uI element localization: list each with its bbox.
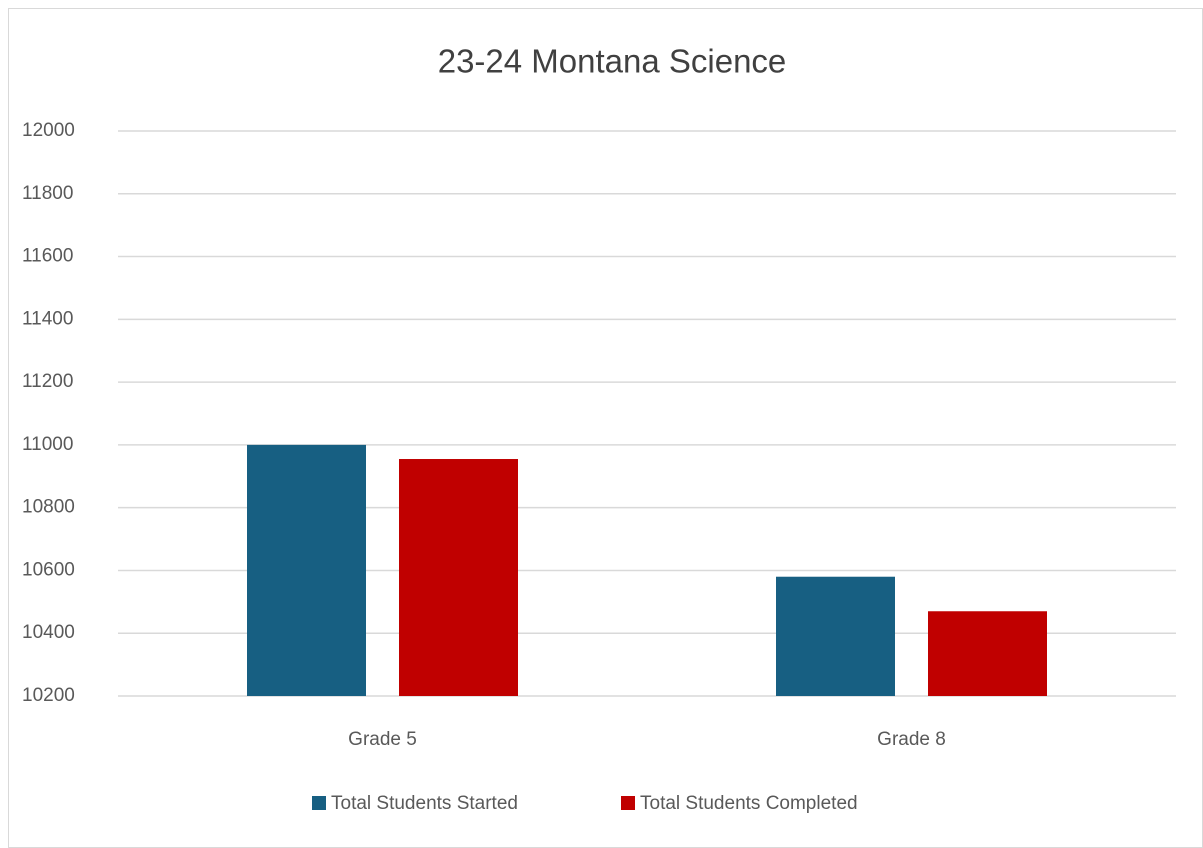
bar <box>247 444 366 696</box>
bar <box>928 611 1047 696</box>
y-tick-label: 11400 <box>22 308 73 329</box>
bar <box>776 576 895 696</box>
y-tick-label: 11200 <box>22 371 73 392</box>
y-tick-label: 10800 <box>22 497 75 518</box>
x-tick-label: Grade 5 <box>348 729 417 750</box>
y-tick-label: 11800 <box>22 183 73 204</box>
y-tick-label: 11000 <box>22 434 73 455</box>
y-tick-label: 11600 <box>22 246 73 267</box>
chart-title: 23-24 Montana Science <box>438 43 787 80</box>
legend-label: Total Students Completed <box>640 793 858 814</box>
legend-label: Total Students Started <box>331 793 518 814</box>
legend-swatch <box>312 796 326 810</box>
legend-swatch <box>621 796 635 810</box>
y-tick-label: 10600 <box>22 559 75 580</box>
bar <box>399 459 518 696</box>
y-tick-label: 10400 <box>22 622 75 643</box>
chart-frame <box>8 8 1203 848</box>
y-tick-label: 12000 <box>22 120 75 141</box>
x-tick-label: Grade 8 <box>877 729 946 750</box>
y-tick-label: 10200 <box>22 685 75 706</box>
